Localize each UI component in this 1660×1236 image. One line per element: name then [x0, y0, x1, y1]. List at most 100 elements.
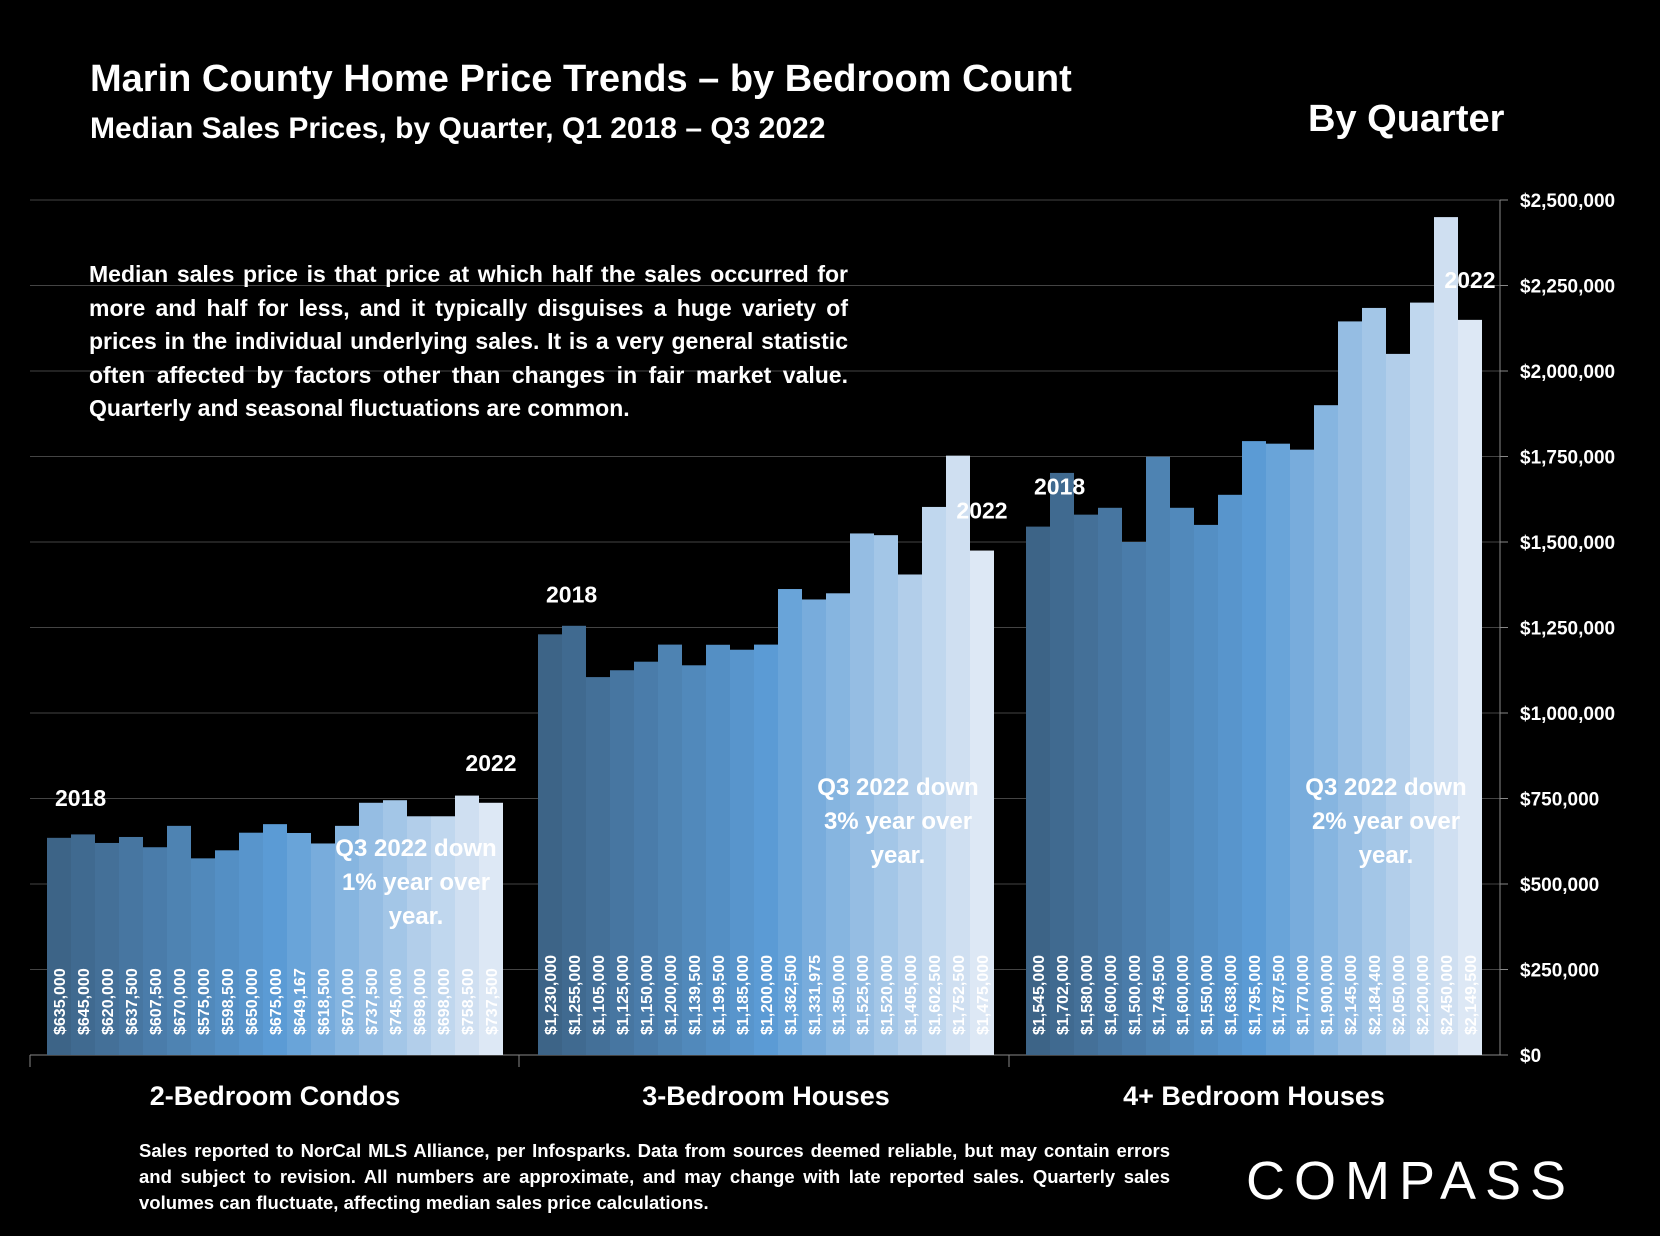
bar: [1122, 542, 1146, 1055]
bar: [479, 802, 503, 1055]
bar: [730, 649, 754, 1055]
y-tick-label: $1,750,000: [1520, 448, 1615, 469]
bar: [1386, 353, 1410, 1055]
bar: [946, 455, 970, 1055]
bar: [1242, 441, 1266, 1055]
y-tick-label: $0: [1520, 1046, 1541, 1067]
compass-logo: COMPASS: [1246, 1151, 1576, 1211]
bar-value-label: $2,145,000: [1343, 955, 1360, 1035]
x-category-label: 4+ Bedroom Houses: [1123, 1081, 1385, 1111]
change-annotation: year.: [389, 903, 444, 930]
bar: [215, 850, 239, 1055]
bar-value-label: $1,200,000: [759, 955, 776, 1035]
change-annotation: 3% year over: [824, 808, 972, 835]
bar-value-label: $1,545,000: [1031, 955, 1048, 1035]
bar-value-label: $675,000: [268, 968, 285, 1035]
bar-value-label: $1,600,000: [1175, 955, 1192, 1035]
bar: [826, 593, 850, 1055]
bar-value-label: $2,184,400: [1367, 955, 1384, 1035]
bar-value-label: $1,752,500: [951, 955, 968, 1035]
bar-value-label: $1,525,000: [855, 955, 872, 1035]
change-annotation: Q3 2022 down: [1305, 774, 1466, 801]
bar: [706, 644, 730, 1055]
bar-value-label: $1,702,000: [1055, 955, 1072, 1035]
bar: [359, 802, 383, 1055]
bar-value-label: $1,255,000: [567, 955, 584, 1035]
bar-value-label: $618,500: [316, 968, 333, 1035]
bar-value-label: $737,500: [364, 968, 381, 1035]
end-year-label: 2022: [956, 498, 1007, 524]
end-year-label: 2022: [465, 750, 516, 776]
bar-value-label: $1,331,975: [807, 955, 824, 1035]
bar-value-label: $635,000: [52, 968, 69, 1035]
bar-value-label: $698,000: [412, 968, 429, 1035]
start-year-label: 2018: [546, 581, 597, 607]
bar: [562, 625, 586, 1055]
bar-value-label: $1,362,500: [783, 955, 800, 1035]
bar-value-label: $620,000: [100, 968, 117, 1035]
y-tick-label: $1,250,000: [1520, 619, 1615, 640]
source-footnote: Sales reported to NorCal MLS Alliance, p…: [139, 1140, 1170, 1213]
bar: [1434, 217, 1458, 1056]
y-tick-label: $2,000,000: [1520, 362, 1615, 383]
bar: [658, 644, 682, 1055]
bar-value-label: $670,000: [172, 968, 189, 1035]
bar-value-label: $1,139,500: [687, 955, 704, 1035]
y-tick-label: $250,000: [1520, 961, 1599, 982]
change-annotation: year.: [871, 842, 926, 869]
bar: [1026, 526, 1050, 1055]
bar-value-label: $649,167: [292, 968, 309, 1035]
y-tick-label: $1,500,000: [1520, 533, 1615, 554]
end-year-label: 2022: [1444, 267, 1495, 293]
bar: [1314, 405, 1338, 1055]
bar-value-label: $1,602,500: [927, 955, 944, 1035]
bar-value-label: $2,050,000: [1391, 955, 1408, 1035]
bar-value-label: $1,600,000: [1103, 955, 1120, 1035]
bar: [167, 825, 191, 1055]
bar-value-label: $1,350,000: [831, 955, 848, 1035]
bar-value-label: $637,500: [124, 968, 141, 1035]
bar-value-label: $1,125,000: [615, 955, 632, 1035]
bar: [335, 825, 359, 1055]
change-annotation: 2% year over: [1312, 808, 1460, 835]
bar: [970, 550, 994, 1055]
bar: [407, 816, 431, 1055]
bar: [191, 858, 215, 1055]
bar: [922, 506, 946, 1055]
y-tick-label: $750,000: [1520, 790, 1599, 811]
description-text: Median sales price is that price at whic…: [89, 261, 848, 421]
bar: [263, 824, 287, 1055]
bar-value-label: $1,185,000: [735, 955, 752, 1035]
bar: [1362, 307, 1386, 1056]
bar-value-label: $1,787,500: [1271, 955, 1288, 1035]
bar: [71, 834, 95, 1055]
bar: [1290, 449, 1314, 1055]
bar-value-label: $1,795,000: [1247, 955, 1264, 1035]
bar-value-label: $650,000: [244, 968, 261, 1035]
bar: [586, 677, 610, 1055]
bar-value-label: $1,900,000: [1319, 955, 1336, 1035]
bar: [634, 661, 658, 1055]
bar-value-label: $698,000: [436, 968, 453, 1035]
bar-value-label: $2,450,000: [1439, 955, 1456, 1035]
bar: [383, 800, 407, 1055]
change-annotation: Q3 2022 down: [817, 774, 978, 801]
bar-value-label: $745,000: [388, 968, 405, 1035]
bar: [1050, 472, 1074, 1055]
bar-value-label: $1,500,000: [1127, 955, 1144, 1035]
bar: [874, 535, 898, 1055]
bar-value-label: $1,520,000: [879, 955, 896, 1035]
bar-value-label: $1,749,500: [1151, 955, 1168, 1035]
period-badge: By Quarter: [1308, 98, 1505, 140]
bar: [239, 832, 263, 1055]
start-year-label: 2018: [55, 785, 106, 811]
bar-value-label: $1,105,000: [591, 955, 608, 1035]
bar: [1170, 507, 1194, 1055]
bar: [778, 589, 802, 1055]
bar: [47, 837, 71, 1055]
bar-value-label: $2,200,000: [1415, 955, 1432, 1035]
bar-value-label: $1,580,000: [1079, 955, 1096, 1035]
bar: [143, 847, 167, 1055]
bar: [1074, 514, 1098, 1055]
